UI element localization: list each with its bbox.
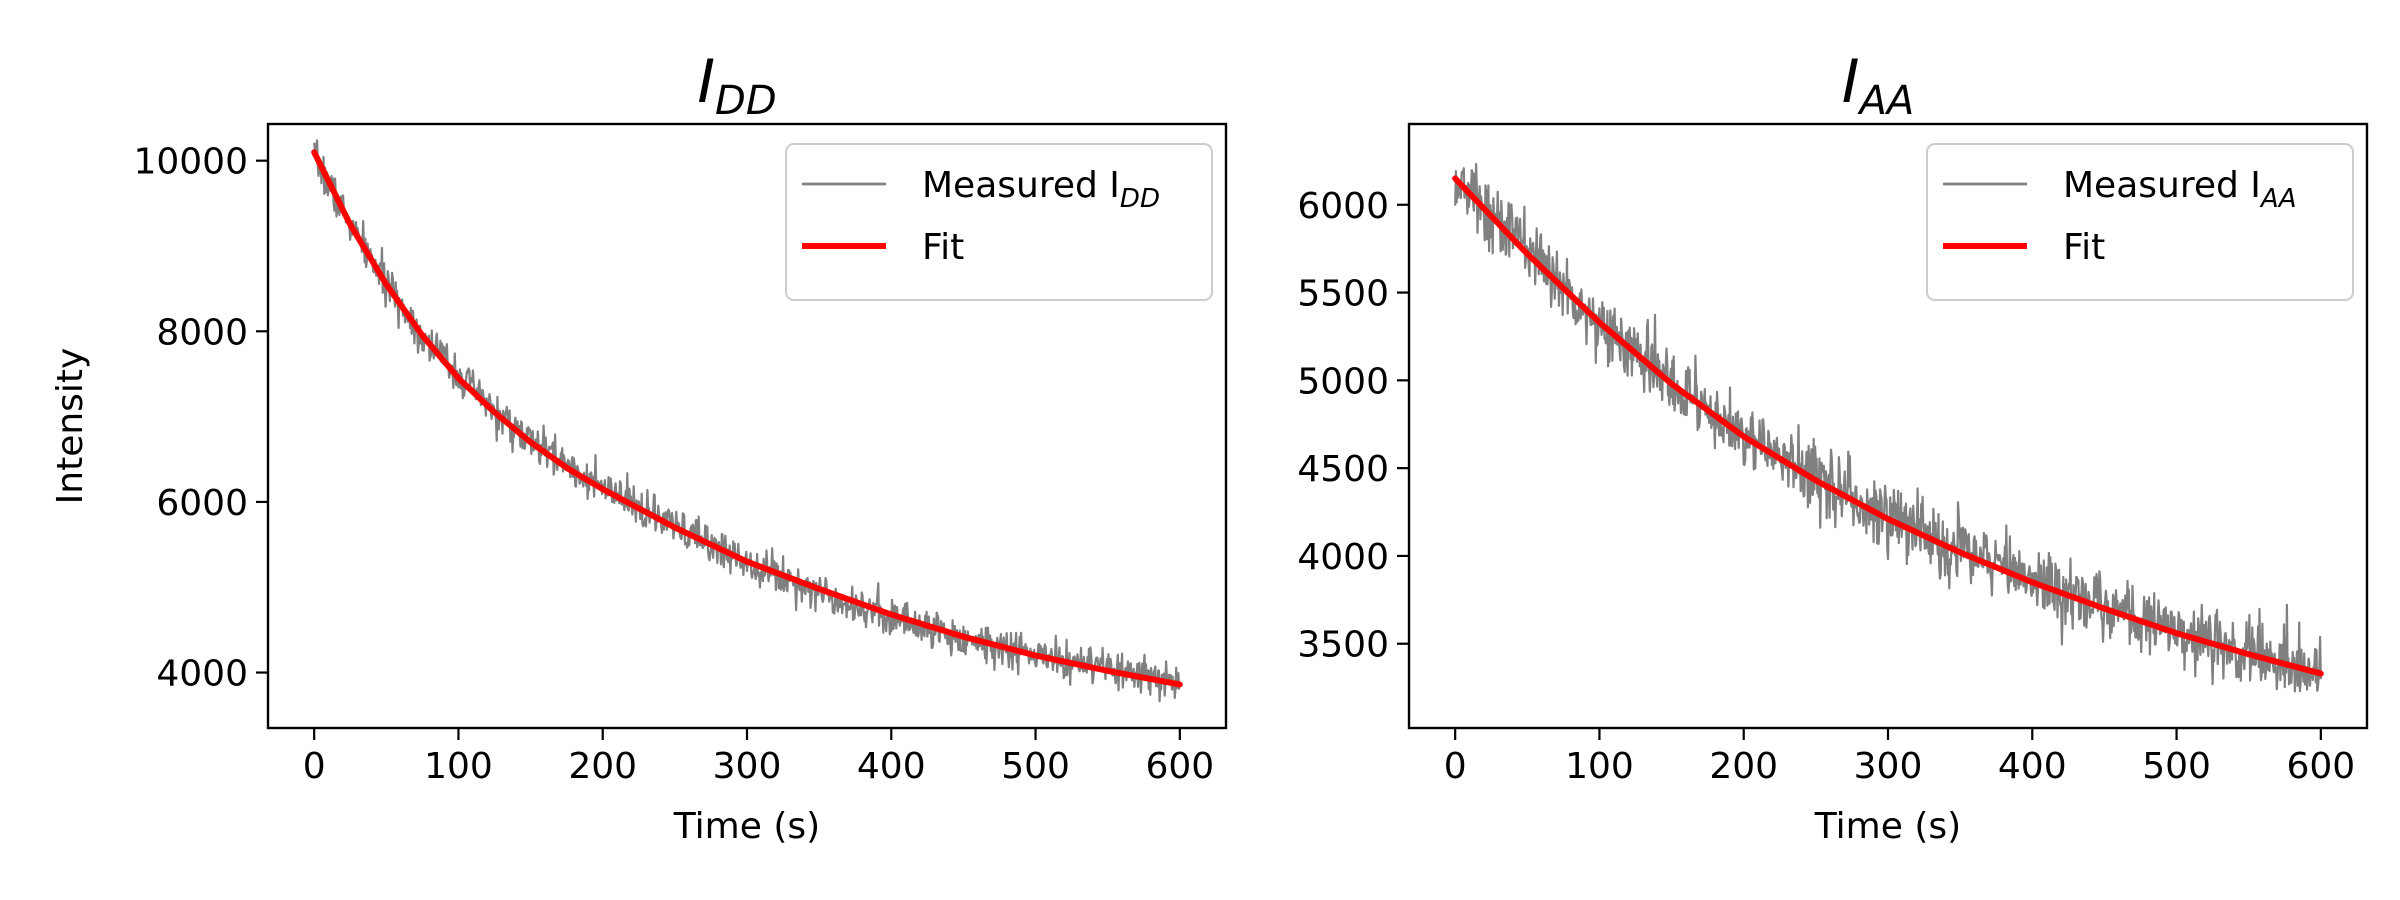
x-tick-label: 600 (2286, 746, 2355, 787)
y-axis-label: Intensity (50, 348, 91, 505)
x-tick-label: 400 (857, 746, 926, 787)
series-measured-line (313, 139, 1181, 703)
series-measured-line (1454, 162, 2322, 693)
x-tick-label: 300 (1854, 746, 1923, 787)
y-tick-label: 4000 (1297, 537, 1389, 578)
x-tick-label: 100 (424, 746, 493, 787)
y-tick-label: 8000 (156, 312, 248, 353)
x-tick-label: 0 (1444, 746, 1467, 787)
legend: Measured IDD Fit (785, 143, 1213, 301)
x-tick-label: 200 (568, 746, 637, 787)
x-axis-label: Time (s) (673, 806, 820, 847)
x-tick-label: 500 (2142, 746, 2211, 787)
x-tick-label: 200 (1709, 746, 1778, 787)
legend-entry-label: Measured IAA (2063, 165, 2297, 214)
series-fit-line (311, 149, 1183, 688)
x-tick-label: 400 (1998, 746, 2067, 787)
y-tick-label: 4000 (156, 654, 248, 695)
x-tick-label: 0 (303, 746, 326, 787)
x-tick-label: 100 (1565, 746, 1634, 787)
series-fit-line (1452, 175, 2324, 677)
y-tick-label: 5500 (1297, 274, 1389, 315)
x-tick-label: 600 (1145, 746, 1214, 787)
x-tick-label: 300 (713, 746, 782, 787)
legend-entry-label: Fit (2063, 227, 2105, 268)
y-tick-label: 10000 (133, 142, 248, 183)
chart-title: IDD (697, 47, 776, 124)
legend-entry-label: Fit (922, 227, 964, 268)
x-axis-label: Time (s) (1814, 806, 1961, 847)
chart-panel-iaa: 0 100 200 300 400 500 600 3500 4000 4500 5000 5500 6… (1297, 47, 2369, 847)
chart-panel-idd: 0 100 200 300 400 500 600 4000 6000 8000 10000 Time… (50, 47, 1228, 847)
legend-entry-label: Measured IDD (922, 165, 1160, 214)
x-tick-label: 500 (1001, 746, 1070, 787)
y-tick-label: 5000 (1297, 361, 1389, 402)
y-tick-label: 6000 (1297, 186, 1389, 227)
legend-box (1926, 143, 2354, 301)
chart-title: IAA (1842, 47, 1914, 124)
y-tick-label: 4500 (1297, 449, 1389, 490)
y-tick-label: 6000 (156, 483, 248, 524)
y-tick-label: 3500 (1297, 625, 1389, 666)
legend: Measured IAA Fit (1926, 143, 2354, 301)
legend-box (785, 143, 1213, 301)
